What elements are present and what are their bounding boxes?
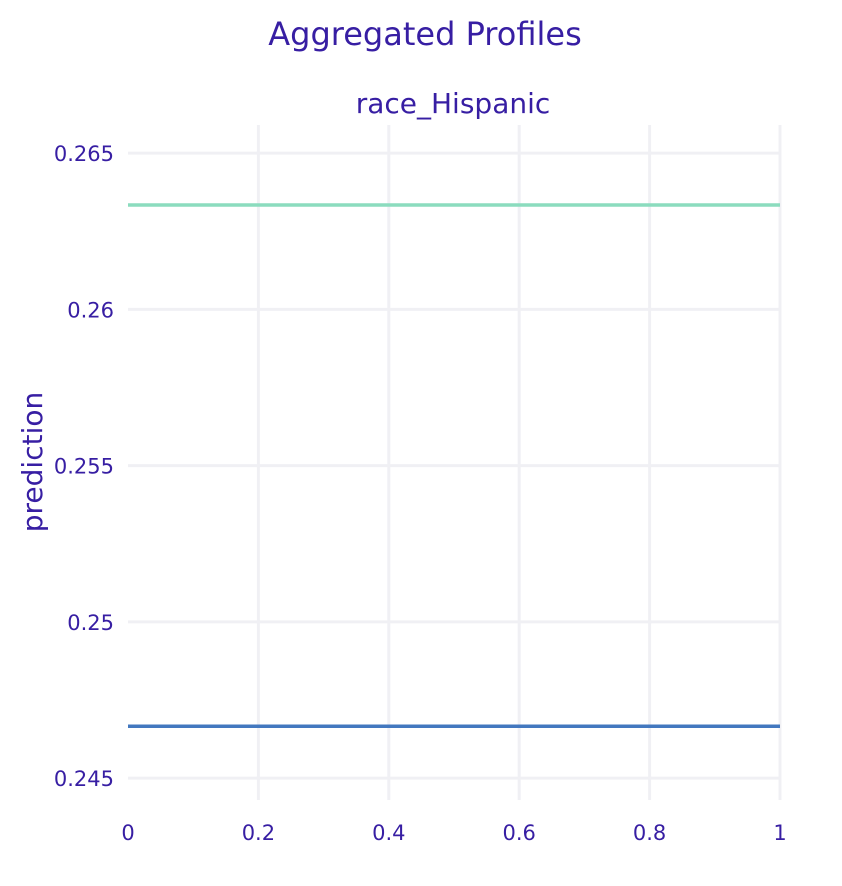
x-tick-label: 0 bbox=[121, 821, 134, 845]
chart-title: Aggregated Profiles bbox=[268, 15, 581, 53]
y-axis-label: prediction bbox=[16, 392, 49, 532]
x-tick-label: 1 bbox=[773, 821, 786, 845]
y-tick-label: 0.25 bbox=[67, 611, 114, 635]
x-tick-label: 0.2 bbox=[242, 821, 275, 845]
panel-title: race_Hispanic bbox=[356, 87, 551, 120]
y-tick-label: 0.255 bbox=[54, 455, 114, 479]
y-tick-label: 0.245 bbox=[54, 767, 114, 791]
y-axis-ticks: 0.245 0.25 0.255 0.26 0.265 bbox=[54, 142, 114, 791]
x-tick-label: 0.8 bbox=[633, 821, 666, 845]
y-tick-label: 0.265 bbox=[54, 142, 114, 166]
grid bbox=[128, 125, 782, 800]
series-lines bbox=[128, 203, 780, 728]
x-axis-ticks: 0 0.2 0.4 0.6 0.8 1 bbox=[121, 821, 786, 845]
x-tick-label: 0.4 bbox=[372, 821, 405, 845]
x-tick-label: 0.6 bbox=[502, 821, 535, 845]
y-tick-label: 0.26 bbox=[67, 298, 114, 322]
